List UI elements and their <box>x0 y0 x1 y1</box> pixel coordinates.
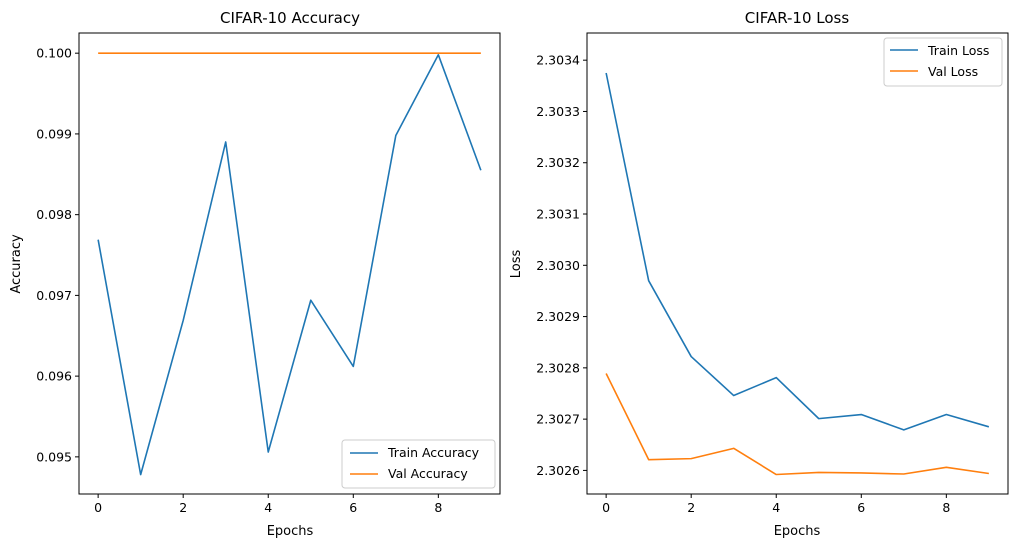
y-tick-label: 0.096 <box>36 369 72 384</box>
x-axis-label: Epochs <box>267 524 314 539</box>
legend: Train Accuracy Val Accuracy <box>341 439 496 489</box>
y-tick-label: 2.3029 <box>536 309 580 324</box>
x-tick-label: 8 <box>434 500 442 515</box>
x-tick-label: 6 <box>349 500 357 515</box>
y-tick-label: 2.3034 <box>536 53 580 68</box>
y-tick-label: 0.098 <box>36 207 72 222</box>
x-tick-label: 4 <box>772 500 780 515</box>
x-tick-label: 4 <box>264 500 272 515</box>
y-tick-label: 0.100 <box>36 46 72 61</box>
series-line-train-accuracy <box>97 53 482 476</box>
series-line-val-loss <box>605 373 989 476</box>
x-axis-label: Epochs <box>774 524 821 539</box>
y-tick-label: 2.3030 <box>536 258 580 273</box>
legend: Train Loss Val Loss <box>883 37 1003 87</box>
y-tick-label: 0.097 <box>36 288 72 303</box>
plot-frame <box>586 32 1009 495</box>
x-tick-label: 0 <box>94 500 102 515</box>
legend-label-train-accuracy: Train Accuracy <box>387 445 480 460</box>
tick-layer: 0 2 4 6 8 2.3026 2.3027 2.3028 2.3029 2.3030 2.303… <box>536 53 950 515</box>
x-tick-label: 8 <box>942 500 950 515</box>
x-tick-label: 6 <box>857 500 865 515</box>
y-axis-label: Loss <box>509 250 524 279</box>
y-tick-label: 2.3031 <box>536 207 580 222</box>
y-tick-label: 0.095 <box>36 449 72 464</box>
x-tick-label: 0 <box>602 500 610 515</box>
y-tick-label: 0.099 <box>36 126 72 141</box>
x-tick-label: 2 <box>687 500 695 515</box>
y-tick-label: 2.3026 <box>536 463 580 478</box>
tick-layer: 0 2 4 6 8 0.095 0.096 0.097 0.098 0.099 0.100 <box>36 46 442 515</box>
legend-label-val-loss: Val Loss <box>928 64 978 79</box>
legend-box <box>341 439 496 489</box>
series-layer <box>605 72 990 476</box>
y-tick-label: 2.3032 <box>536 155 580 170</box>
legend-label-val-accuracy: Val Accuracy <box>388 466 468 481</box>
loss-chart: CIFAR-10 Loss Epochs Loss 0 2 4 6 8 2.3026 2.3… <box>509 9 1009 539</box>
x-tick-label: 2 <box>179 500 187 515</box>
legend-label-train-loss: Train Loss <box>927 43 989 58</box>
series-layer <box>97 52 482 476</box>
accuracy-chart: CIFAR-10 Accuracy Epochs Accuracy 0 2 4 6 80… <box>9 9 501 539</box>
y-tick-label: 2.3027 <box>536 412 580 427</box>
y-tick-label: 2.3033 <box>536 104 580 119</box>
y-axis-label: Accuracy <box>9 234 24 294</box>
chart-title: CIFAR-10 Accuracy <box>220 9 360 27</box>
plot-frame <box>78 32 501 495</box>
series-line-train-loss <box>605 72 990 431</box>
chart-title: CIFAR-10 Loss <box>745 9 850 27</box>
y-tick-label: 2.3028 <box>536 360 580 375</box>
